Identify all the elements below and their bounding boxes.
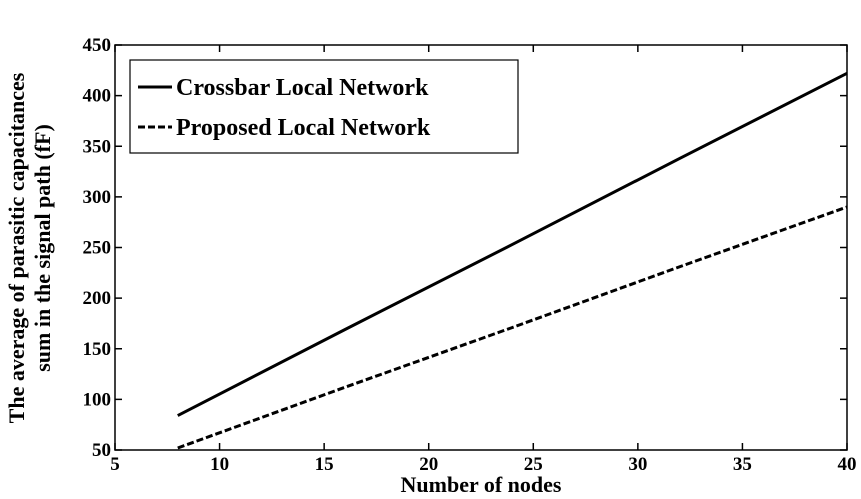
x-tick-label: 25 <box>524 454 543 475</box>
x-tick-label: 40 <box>838 454 857 475</box>
x-tick-label: 5 <box>110 454 120 475</box>
legend-label: Crossbar Local Network <box>176 75 429 101</box>
series-line <box>177 72 848 417</box>
x-tick-label: 35 <box>733 454 752 475</box>
y-tick-label: 200 <box>83 288 112 309</box>
y-tick-label: 450 <box>83 35 112 56</box>
x-axis-label: Number of nodes <box>401 472 562 497</box>
y-tick-label: 250 <box>83 238 112 259</box>
x-tick-label: 15 <box>315 454 334 475</box>
legend-label: Proposed Local Network <box>176 115 431 141</box>
y-tick-label: 50 <box>92 440 111 461</box>
legend-box <box>129 59 519 154</box>
y-axis-label: sum in the signal path (fF) <box>30 124 55 372</box>
y-tick-label: 150 <box>83 339 112 360</box>
y-tick-label: 400 <box>83 86 112 107</box>
y-axis-label: The average of parasitic capacitances <box>4 72 29 423</box>
y-tick-label: 300 <box>83 187 112 208</box>
y-tick-label: 350 <box>83 136 112 157</box>
x-tick-label: 20 <box>419 454 438 475</box>
x-tick-label: 10 <box>210 454 229 475</box>
y-tick-label: 100 <box>83 389 112 410</box>
series-line <box>177 205 848 450</box>
x-tick-label: 30 <box>628 454 647 475</box>
